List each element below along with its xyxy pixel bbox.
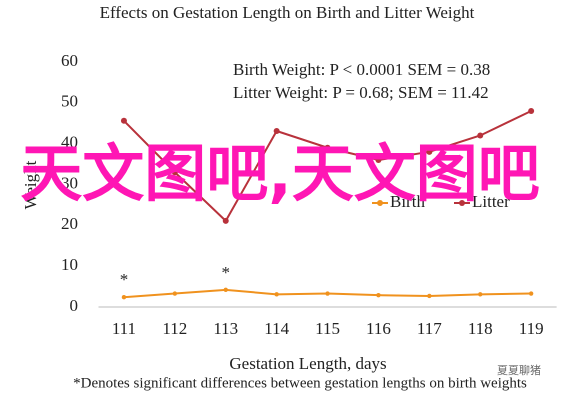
y-tick-label: 60: [61, 51, 78, 70]
y-tick-label: 0: [70, 296, 79, 315]
data-point: [478, 292, 483, 297]
overlay-text: 天文图吧,天文图吧: [20, 137, 540, 210]
data-point: [477, 132, 484, 139]
annotation: Litter Weight: P = 0.68; SEM = 11.42: [233, 83, 489, 102]
data-point: [528, 108, 535, 114]
x-tick-label: 118: [468, 319, 493, 338]
y-tick-label: 10: [61, 255, 78, 274]
x-tick-label: 113: [213, 319, 238, 338]
data-point: [171, 169, 178, 176]
x-tick-label: 115: [315, 319, 340, 338]
footnote: *Denotes significant differences between…: [73, 375, 527, 391]
data-point: [324, 144, 331, 151]
legend-marker: [459, 200, 465, 206]
significance-marker: *: [120, 270, 129, 289]
data-point: [427, 293, 432, 299]
data-point: [273, 128, 280, 135]
y-tick-label: 20: [61, 214, 78, 233]
x-tick-label: 119: [519, 319, 544, 338]
watermark: 夏夏聊猪: [497, 364, 541, 377]
x-tick-label: 112: [162, 319, 187, 338]
data-point: [222, 217, 229, 224]
data-point: [528, 291, 534, 296]
chart-title: Effects on Gestation Length on Birth and…: [100, 3, 475, 22]
y-tick-label: 30: [61, 173, 78, 192]
data-point: [376, 292, 381, 298]
x-axis-label: Gestation Length, days: [229, 354, 386, 373]
y-axis-label: Weight: [21, 160, 40, 209]
x-tick-label: 117: [417, 319, 442, 338]
data-point: [274, 292, 279, 297]
data-point: [426, 148, 433, 155]
data-point: [120, 117, 127, 124]
legend-label: Birth: [390, 192, 425, 211]
data-point: [325, 291, 330, 296]
significance-marker: *: [222, 263, 231, 282]
x-tick-label: 111: [112, 319, 136, 338]
legend-label: Litter: [472, 192, 510, 211]
y-tick-label: 50: [61, 92, 78, 111]
x-tick-label: 114: [264, 319, 289, 338]
data-point: [172, 291, 178, 296]
annotation: Birth Weight: P < 0.0001 SEM = 0.38: [233, 60, 490, 79]
data-point: [375, 157, 382, 163]
legend-marker: [377, 200, 383, 206]
data-point: [223, 287, 228, 293]
x-tick-label: 116: [366, 319, 391, 338]
data-point: [121, 295, 127, 300]
y-tick-label: 40: [61, 133, 78, 152]
